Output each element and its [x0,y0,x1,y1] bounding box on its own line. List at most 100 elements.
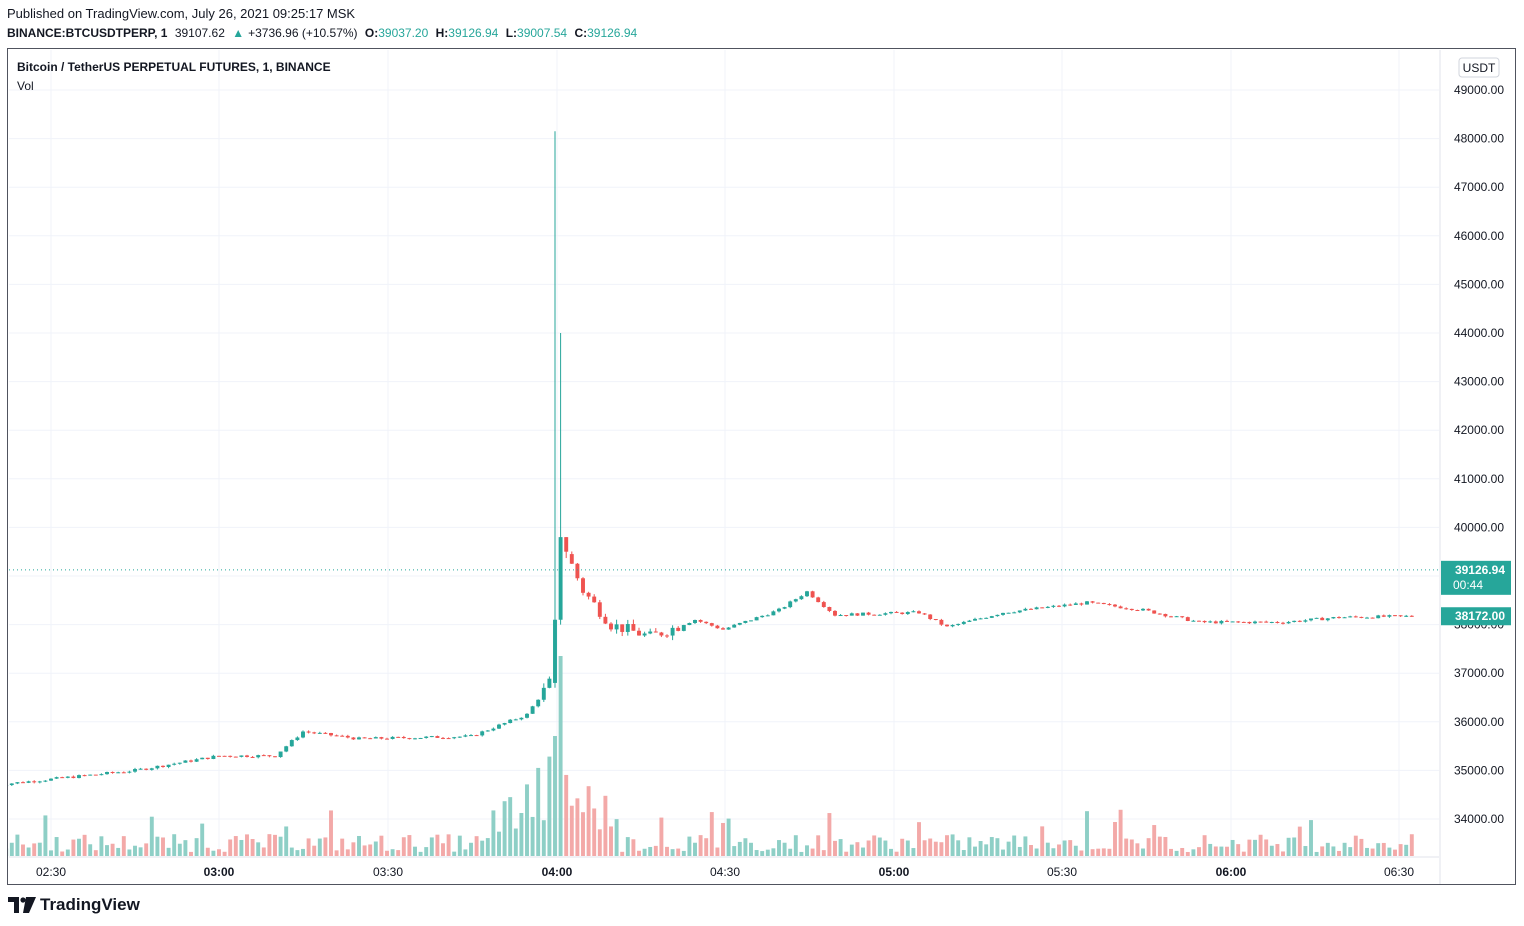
current-price-value: 38172.00 [1455,609,1505,623]
volume-bar [743,838,748,856]
candles [8,131,1414,787]
candle-body [950,624,955,627]
candle-body [429,736,434,738]
candle-body [1096,602,1101,604]
candle-body [1404,615,1409,617]
close-value: 39126.94 [587,26,638,40]
candle-body [351,737,356,740]
volume-bar [273,834,277,856]
volume-bar [200,823,205,856]
candle-body [1169,616,1173,618]
candle-body [1006,612,1011,614]
candle-body [301,731,305,738]
candle-body [166,764,171,767]
candle [1079,602,1084,606]
candle [1230,621,1235,623]
x-tick-label: 05:00 [879,865,910,879]
volume-bar [396,850,401,856]
candle [810,590,815,598]
candle-body [1062,604,1067,607]
candle-body [21,782,25,784]
candle [413,737,417,740]
candle-body [973,618,977,621]
volume-bar [877,837,882,856]
candle-body [9,783,14,786]
candle-body [1135,610,1140,612]
candle [564,537,569,559]
candle [704,621,709,625]
candle-body [491,728,496,731]
candle [614,619,619,634]
low-label: L: [505,26,518,40]
candle [1096,602,1101,604]
candle-body [777,608,781,612]
candle [295,736,300,741]
volume-bar [653,845,658,856]
chart-frame[interactable]: 34000.0035000.0036000.0037000.0038000.00… [7,48,1516,885]
volume-bar [956,840,961,856]
candle [1275,621,1280,624]
volume-bar [1090,849,1095,856]
candle-body [323,732,328,734]
candle [110,771,115,774]
price-chart[interactable]: 34000.0035000.0036000.0037000.0038000.00… [8,49,1515,884]
volume-bar [379,835,384,856]
volume-bar [782,842,787,856]
candle [127,770,132,774]
candle [1409,615,1414,617]
volume-bar [446,834,451,856]
candle-body [597,602,602,617]
candle-body [1191,620,1196,622]
candle-body [782,607,787,609]
volume-bar [1376,843,1381,856]
candle-body [138,768,143,770]
candle-body [1174,616,1179,618]
candle [166,764,171,769]
volume-bar [777,840,781,856]
candle-body [172,763,177,765]
volume-bar [194,838,199,856]
candle [93,774,98,776]
volume-bar [37,842,42,856]
candle [9,783,14,786]
candle-body [469,735,473,737]
volume-bar [1365,847,1369,856]
candle [1398,615,1403,617]
volume-bar [911,848,916,856]
volume-bar [183,840,188,856]
volume-bar [900,838,905,856]
volume-bar [491,810,496,856]
candle [373,736,378,739]
candle-body [872,614,877,616]
volume-bar [21,844,25,856]
candle-body [413,738,417,740]
candle-body [345,735,350,738]
candle [1236,621,1241,623]
open-label: O: [364,26,379,40]
candle-body [1040,607,1045,609]
volume-bar [1225,846,1229,856]
volume-bar [1331,846,1336,856]
candle [312,731,317,735]
candle-body [765,615,770,617]
candle-body [390,736,395,739]
candle [77,774,81,779]
candle [782,606,787,610]
volume-bar [833,840,837,856]
candle [536,699,541,708]
candle [194,758,199,762]
candle [575,562,580,581]
volume-bar [1247,839,1252,856]
volume-bar [93,850,98,856]
candle-body [933,619,938,621]
volume-bar [553,736,557,856]
volume-bar [1320,846,1325,856]
candle-body [1118,606,1123,609]
candle [138,767,143,770]
volume-bar [144,843,149,856]
candle [1101,602,1106,605]
volume-bar [827,813,832,856]
x-tick-label: 04:00 [542,865,573,879]
candle [407,737,412,740]
volume-bar [1241,851,1246,856]
